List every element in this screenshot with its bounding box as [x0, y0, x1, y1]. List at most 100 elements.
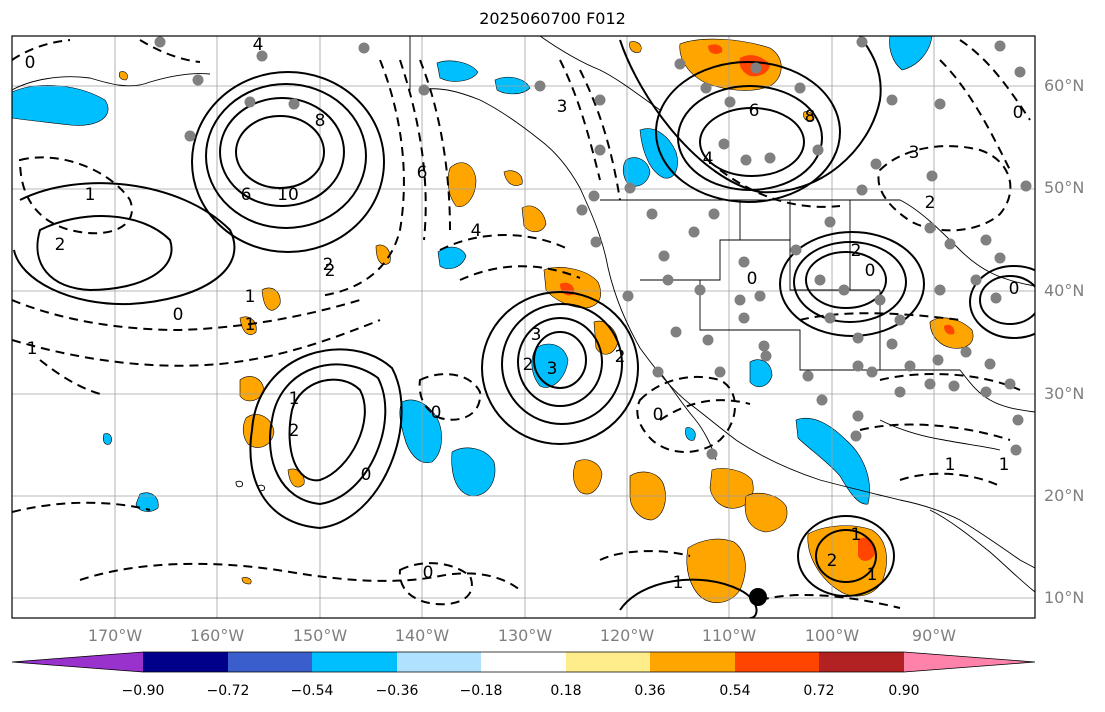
lat-label-30n: 30°N — [1044, 384, 1085, 403]
colorbar-outline — [11, 651, 1036, 673]
station-marker — [760, 350, 772, 362]
station-marker — [288, 98, 300, 110]
contour-label: 1 — [85, 185, 96, 205]
negative-anomaly-shading — [12, 36, 933, 512]
contour-label: 1 — [673, 573, 684, 593]
contour-label: 3 — [547, 359, 558, 379]
station-marker — [594, 144, 606, 156]
station-marker — [926, 170, 938, 182]
contour-label: 1 — [867, 565, 878, 585]
colorbar-tick-label: 0.90 — [888, 683, 920, 699]
station-marker — [590, 236, 602, 248]
station-marker — [576, 204, 588, 216]
colorbar-tick-label: −0.90 — [121, 683, 165, 699]
station-marker — [932, 354, 944, 366]
lon-label-160w: 160°W — [189, 626, 245, 645]
station-marker — [740, 154, 752, 166]
contour-label: 1 — [999, 455, 1010, 475]
station-marker — [184, 130, 196, 142]
station-marker — [418, 84, 430, 96]
station-markers — [154, 36, 1032, 460]
station-marker — [244, 96, 256, 108]
contour-label: 1 — [27, 339, 38, 359]
station-marker — [764, 152, 776, 164]
station-marker — [358, 42, 370, 54]
contour-label: 1 — [945, 455, 956, 475]
contour-label: 2 — [289, 421, 300, 441]
station-marker — [758, 340, 770, 352]
station-marker — [934, 284, 946, 296]
solid-contours — [13, 36, 1035, 618]
lat-label-60n: 60°N — [1044, 76, 1085, 95]
station-marker — [886, 338, 898, 350]
station-marker — [970, 274, 982, 286]
station-marker — [994, 40, 1006, 52]
station-marker — [192, 74, 204, 86]
colorbar-segment — [819, 652, 904, 672]
colorbar-tick-label: −0.36 — [375, 683, 419, 699]
station-marker — [652, 366, 664, 378]
station-marker — [702, 334, 714, 346]
colorbar-tick-label: −0.18 — [459, 683, 503, 699]
station-marker — [688, 226, 700, 238]
contour-label: 1 — [245, 287, 256, 307]
station-marker — [944, 238, 956, 250]
contour-label: 10 — [277, 185, 299, 205]
station-marker — [718, 138, 730, 150]
lon-label-130w: 130°W — [497, 626, 553, 645]
station-marker — [588, 190, 600, 202]
station-marker — [1010, 444, 1022, 456]
colorbar — [11, 651, 1036, 673]
station-marker — [824, 312, 836, 324]
map-title: 2025060700 F012 — [479, 9, 626, 28]
station-marker — [646, 208, 658, 220]
contour-label: 2 — [523, 355, 534, 375]
contour-label: 2 — [827, 551, 838, 571]
station-marker — [624, 182, 636, 194]
station-marker — [256, 50, 268, 62]
coastlines — [12, 36, 1035, 593]
station-marker — [1004, 378, 1016, 390]
station-marker — [734, 294, 746, 306]
station-marker — [980, 234, 992, 246]
station-marker — [1014, 66, 1026, 78]
station-marker — [738, 312, 750, 324]
contour-label: 2 — [925, 193, 936, 213]
contour-label: 1 — [851, 525, 862, 545]
dashed-contours — [12, 39, 1031, 609]
lat-label-10n: 10°N — [1044, 588, 1085, 607]
contour-label: 2 — [851, 241, 862, 261]
station-marker — [994, 252, 1006, 264]
station-marker — [852, 360, 864, 372]
contour-label: 2 — [615, 347, 626, 367]
station-marker — [824, 216, 836, 228]
station-marker — [894, 386, 906, 398]
station-marker — [708, 208, 720, 220]
station-marker — [852, 410, 864, 422]
lon-label-90w: 90°W — [911, 626, 957, 645]
station-marker — [980, 386, 992, 398]
station-marker — [724, 96, 736, 108]
station-marker — [904, 360, 916, 372]
station-marker — [870, 158, 882, 170]
station-marker — [706, 448, 718, 460]
contour-label: 0 — [747, 269, 758, 289]
station-marker — [924, 222, 936, 234]
colorbar-tick-label: −0.54 — [290, 683, 334, 699]
station-marker — [814, 274, 826, 286]
station-marker — [674, 58, 686, 70]
station-marker — [594, 94, 606, 106]
contour-label: 8 — [315, 111, 326, 131]
station-marker — [934, 98, 946, 110]
station-marker — [662, 274, 674, 286]
contour-label: 0 — [25, 53, 36, 73]
colorbar-tick-label: 0.36 — [634, 683, 666, 699]
station-marker — [960, 346, 972, 358]
map-frame — [11, 35, 1036, 619]
contour-label: 2 — [323, 255, 334, 275]
station-marker — [874, 294, 886, 306]
colorbar-segment — [12, 652, 143, 672]
contour-label: 4 — [253, 35, 264, 55]
station-marker — [990, 292, 1002, 304]
